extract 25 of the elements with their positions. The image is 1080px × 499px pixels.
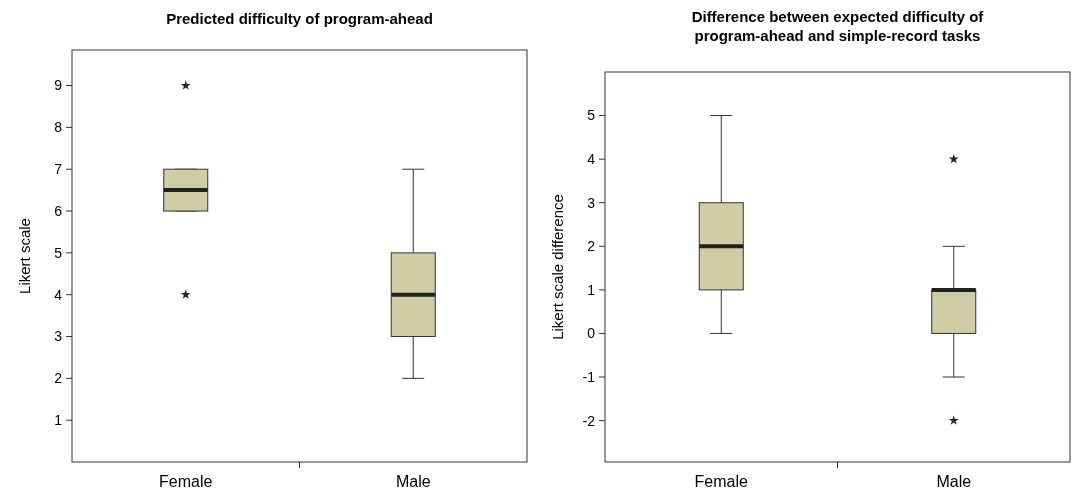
y-tick-label: 6: [54, 202, 63, 219]
y-tick-label: 4: [54, 286, 63, 303]
x-tick-label: Male: [395, 473, 431, 490]
y-tick-label: 5: [54, 244, 63, 261]
y-tick-label: 8: [54, 119, 63, 136]
y-tick-label: 0: [587, 325, 596, 342]
x-tick-label: Male: [936, 473, 972, 490]
y-tick-label: 1: [587, 281, 596, 298]
y-tick-label: -2: [582, 412, 596, 429]
y-tick-label: 2: [587, 238, 596, 255]
y-tick-label: -1: [582, 368, 596, 385]
x-tick-label: Female: [159, 473, 213, 490]
y-tick-label: 7: [54, 161, 63, 178]
y-axis-title: Likert scale difference: [549, 194, 566, 340]
y-tick-label: 3: [587, 194, 596, 211]
y-tick-label: 2: [54, 370, 63, 387]
y-axis-title: Likert scale: [16, 218, 33, 294]
y-tick-label: 4: [587, 151, 596, 168]
y-tick-label: 5: [587, 107, 596, 124]
x-tick-label: Female: [694, 473, 749, 490]
chart-title: Difference between expected difficulty of program-ahead and simple-record tasks: [691, 8, 985, 44]
y-tick-label: 9: [54, 77, 63, 94]
chart-title: Predicted difficulty of program-ahead: [166, 10, 433, 27]
y-tick-label: 3: [54, 328, 63, 345]
y-tick-label: 1: [54, 412, 63, 429]
